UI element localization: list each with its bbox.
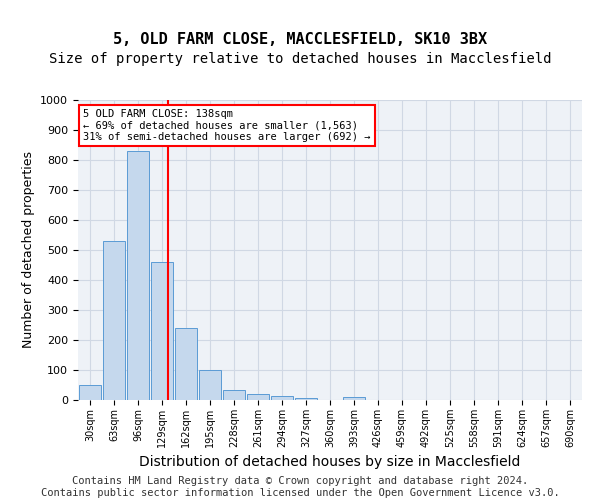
- Bar: [271, 396, 293, 400]
- Text: Contains HM Land Registry data © Crown copyright and database right 2024.
Contai: Contains HM Land Registry data © Crown c…: [41, 476, 559, 498]
- Bar: [79, 385, 101, 400]
- X-axis label: Distribution of detached houses by size in Macclesfield: Distribution of detached houses by size …: [139, 456, 521, 469]
- Bar: [199, 370, 221, 400]
- Bar: [223, 390, 245, 400]
- Bar: [127, 151, 149, 400]
- Bar: [343, 397, 365, 400]
- Bar: [247, 394, 269, 400]
- Text: 5 OLD FARM CLOSE: 138sqm
← 69% of detached houses are smaller (1,563)
31% of sem: 5 OLD FARM CLOSE: 138sqm ← 69% of detach…: [83, 109, 371, 142]
- Bar: [295, 398, 317, 400]
- Y-axis label: Number of detached properties: Number of detached properties: [22, 152, 35, 348]
- Bar: [103, 241, 125, 400]
- Text: 5, OLD FARM CLOSE, MACCLESFIELD, SK10 3BX: 5, OLD FARM CLOSE, MACCLESFIELD, SK10 3B…: [113, 32, 487, 48]
- Bar: [175, 328, 197, 400]
- Bar: [151, 262, 173, 400]
- Text: Size of property relative to detached houses in Macclesfield: Size of property relative to detached ho…: [49, 52, 551, 66]
